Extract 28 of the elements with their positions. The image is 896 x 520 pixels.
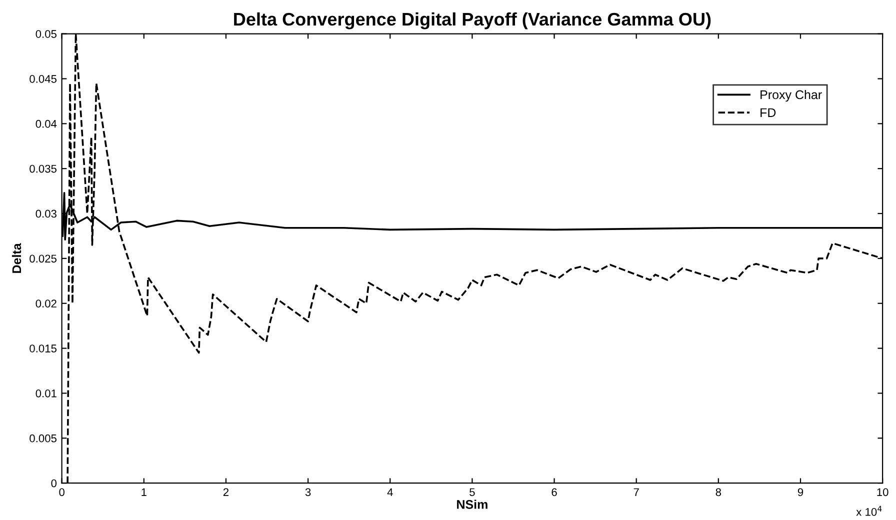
x-tick-label: 5 (470, 488, 475, 496)
legend-label: Proxy Char (760, 90, 822, 102)
y-tick-label: 0.025 (30, 254, 56, 263)
y-tick-label: 0.015 (30, 344, 56, 352)
x-axis-title: NSim (457, 500, 488, 509)
y-tick-label: 0.035 (30, 164, 56, 173)
y-tick-label: 0.02 (36, 300, 56, 308)
y-axis-title: Delta (12, 243, 22, 273)
y-tick-label: 0.045 (30, 74, 56, 83)
chart-title: Delta Convergence Digital Payoff (Variance Gamma OU) (234, 12, 711, 30)
y-tick-label: 0.01 (36, 389, 56, 398)
x-tick-label: 4 (387, 488, 393, 496)
y-tick-label: 0.04 (36, 120, 57, 128)
x-tick-label: 8 (716, 488, 722, 496)
legend-label: FD (760, 108, 776, 117)
x-tick-label: 1 (142, 488, 146, 496)
x-tick-label: 2 (223, 488, 229, 496)
x-tick-label: 6 (552, 488, 557, 496)
y-tick-label: 0.05 (36, 30, 56, 38)
y-tick-label: 0 (51, 479, 57, 488)
x-tick-label: 10 (877, 488, 888, 496)
text: x 10$^{4}$ (856, 506, 882, 516)
x-tick-label: 3 (305, 488, 311, 496)
x-tick-label: 9 (798, 488, 804, 496)
x-tick-label: 7 (634, 488, 639, 496)
y-tick-label: 0.03 (36, 210, 56, 218)
y-tick-label: 0.005 (30, 434, 56, 442)
x-tick-label: 0 (59, 488, 64, 496)
